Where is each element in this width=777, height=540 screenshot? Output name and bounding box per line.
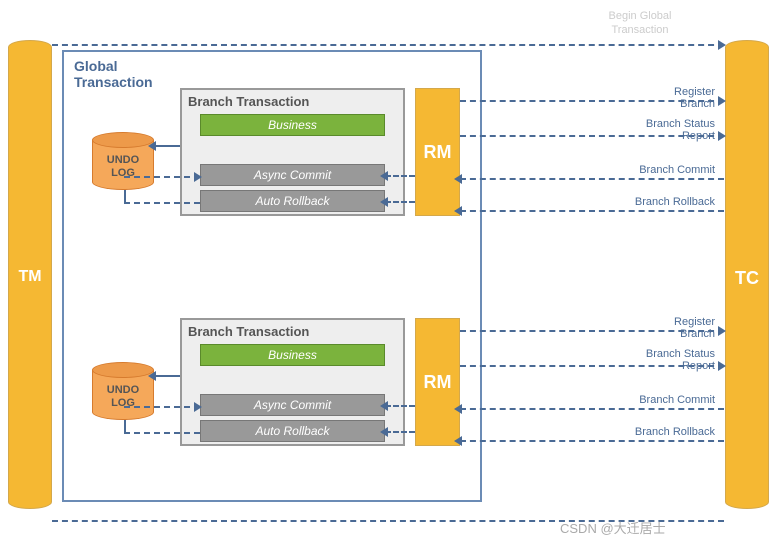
top-label-line1: Begin Global — [580, 10, 700, 22]
com1-line — [460, 178, 724, 180]
rm1-async-line — [385, 175, 415, 177]
undo1-line2 — [124, 202, 200, 204]
top-dash — [52, 44, 724, 46]
rollback-box-1: Auto Rollback — [200, 190, 385, 212]
rm2-rb-line — [385, 431, 415, 433]
reg1-label: Register Branch — [595, 86, 715, 110]
com1-arr — [454, 174, 462, 184]
undo2-arr3 — [194, 402, 202, 412]
top-label-line2: Transaction — [580, 24, 700, 36]
rm2-async-arr — [380, 401, 388, 411]
rm1-rb-arr — [380, 197, 388, 207]
rm-box-1: RM — [415, 88, 460, 216]
rm1-async-arr — [380, 171, 388, 181]
undo2-line1 — [154, 375, 180, 377]
rb2-label: Branch Rollback — [595, 426, 715, 438]
undo-log-2: UNDO LOG — [92, 362, 154, 420]
undo1-line3 — [124, 176, 200, 178]
async-box-1: Async Commit — [200, 164, 385, 186]
tm-label: TM — [8, 268, 52, 286]
top-arrow — [718, 40, 726, 50]
business-box-2: Business — [200, 344, 385, 366]
global-title: Global Transaction — [74, 58, 153, 90]
com1-label: Branch Commit — [595, 164, 715, 176]
rb2-line — [460, 440, 724, 442]
branch-title-2: Branch Transaction — [188, 324, 309, 339]
rb1-line — [460, 210, 724, 212]
stat1-label: Branch Status Report — [595, 118, 715, 142]
undo1-line2v — [124, 190, 126, 202]
rb2-arr — [454, 436, 462, 446]
rm1-rb-line — [385, 201, 415, 203]
undo2-line2v — [124, 420, 126, 432]
com2-label: Branch Commit — [595, 394, 715, 406]
rm2-rb-arr — [380, 427, 388, 437]
com2-arr — [454, 404, 462, 414]
rm2-async-line — [385, 405, 415, 407]
rb1-arr — [454, 206, 462, 216]
undo2-line3 — [124, 406, 200, 408]
stat1-arr — [718, 131, 726, 141]
tc-block: TC — [725, 40, 769, 510]
stat2-label: Branch Status Report — [595, 348, 715, 372]
tc-label: TC — [725, 268, 769, 289]
rollback-box-2: Auto Rollback — [200, 420, 385, 442]
business-box-1: Business — [200, 114, 385, 136]
undo2-arr1 — [148, 371, 156, 381]
undo2-line2 — [124, 432, 200, 434]
undo1-arr1 — [148, 141, 156, 151]
reg2-arr — [718, 326, 726, 336]
rm-box-2: RM — [415, 318, 460, 446]
undo1-line1 — [154, 145, 180, 147]
reg2-label: Register Branch — [595, 316, 715, 340]
undo1-arr3 — [194, 172, 202, 182]
stat2-arr — [718, 361, 726, 371]
tm-block: TM — [8, 40, 52, 510]
reg1-arr — [718, 96, 726, 106]
com2-line — [460, 408, 724, 410]
undo-log-1: UNDO LOG — [92, 132, 154, 190]
branch-title-1: Branch Transaction — [188, 94, 309, 109]
async-box-2: Async Commit — [200, 394, 385, 416]
watermark: CSDN @大迁居士 — [560, 518, 666, 537]
rb1-label: Branch Rollback — [595, 196, 715, 208]
